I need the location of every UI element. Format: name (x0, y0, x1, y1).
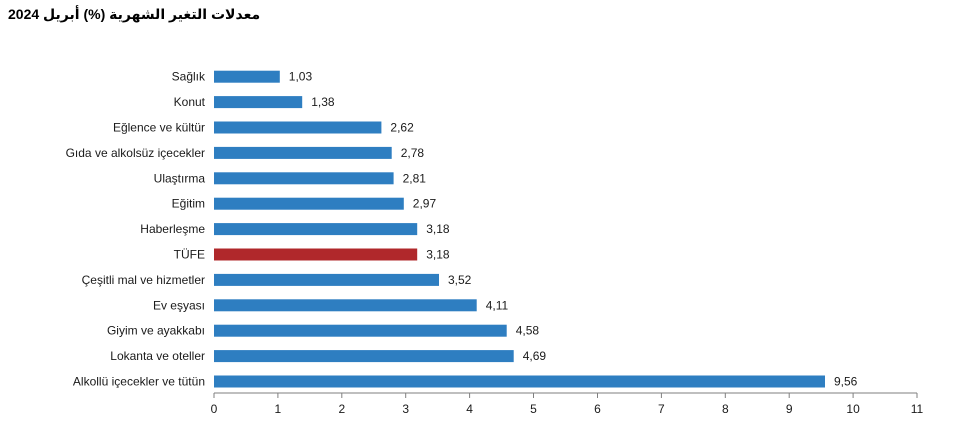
value-label: 1,03 (289, 70, 313, 84)
x-tick-label: 8 (722, 402, 729, 416)
category-label: Haberleşme (140, 222, 205, 236)
category-label: Ulaştırma (154, 171, 206, 185)
value-label: 4,11 (486, 298, 509, 312)
bar (214, 324, 507, 337)
category-label: Çeşitli mal ve hizmetler (82, 273, 205, 287)
x-tick-label: 6 (594, 402, 601, 416)
bar (214, 146, 392, 159)
x-tick-label: 3 (402, 402, 409, 416)
bar (214, 223, 418, 236)
category-label: Eğitim (172, 197, 205, 211)
x-tick-label: 5 (530, 402, 537, 416)
x-tick-label: 9 (786, 402, 793, 416)
x-axis: 0 1 2 3 4 5 6 7 8 9 10 11 (211, 392, 924, 416)
x-tick-label: 7 (658, 402, 665, 416)
bar (214, 121, 382, 134)
bar (214, 248, 418, 261)
value-label: 1,38 (311, 95, 335, 109)
category-label: Eğlence ve kültür (113, 121, 205, 135)
value-label: 2,78 (401, 146, 425, 160)
bar (214, 350, 514, 363)
value-labels: 1,03 1,38 2,62 2,78 2,81 2,97 3,18 3,18 3,52 4,11… (289, 70, 858, 389)
x-tick-label: 0 (211, 402, 218, 416)
bars-group (214, 70, 825, 388)
x-tick-label: 4 (466, 402, 473, 416)
category-label: Gıda ve alkolsüz içecekler (66, 146, 205, 160)
category-label: Sağlık (172, 70, 206, 84)
value-label: 9,56 (834, 375, 858, 389)
value-label: 3,52 (448, 273, 472, 287)
category-label: Alkollü içecekler ve tütün (73, 375, 205, 389)
bar (214, 375, 825, 388)
value-label: 4,69 (523, 349, 547, 363)
bar (214, 273, 439, 286)
chart-title: معدلات التغير الشهرية (%) أبريل 2024 (8, 6, 261, 22)
bar (214, 299, 477, 312)
x-tick-label: 11 (911, 402, 924, 416)
x-tick-label: 1 (275, 402, 282, 416)
bar (214, 197, 404, 210)
x-tick-label: 10 (846, 402, 860, 416)
bar (214, 70, 280, 83)
category-label: Giyim ve ayakkabı (107, 324, 205, 338)
value-label: 2,81 (403, 171, 427, 185)
category-label: TÜFE (174, 248, 205, 262)
value-label: 2,62 (390, 121, 414, 135)
category-label: Lokanta ve oteller (110, 349, 205, 363)
category-labels: Sağlık Konut Eğlence ve kültür Gıda ve alko… (66, 70, 206, 389)
value-label: 3,18 (426, 248, 450, 262)
bar (214, 96, 303, 109)
x-tick-label: 2 (338, 402, 345, 416)
value-label: 2,97 (413, 197, 437, 211)
value-label: 3,18 (426, 222, 450, 236)
category-label: Ev eşyası (153, 298, 205, 312)
bar (214, 172, 394, 185)
value-label: 4,58 (516, 324, 540, 338)
category-label: Konut (174, 95, 206, 109)
